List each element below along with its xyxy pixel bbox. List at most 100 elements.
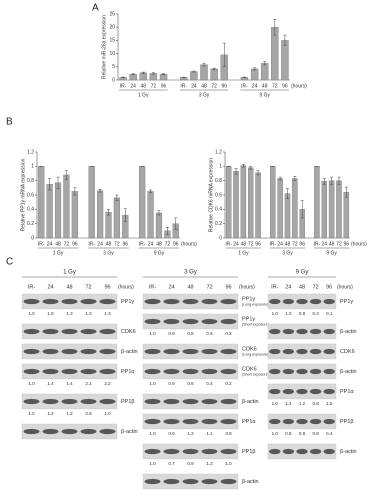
y-tick-label: 1.2 xyxy=(215,149,222,155)
x-tick-label: 96 xyxy=(299,241,305,247)
y-tick-label: 1 xyxy=(31,164,34,170)
band xyxy=(220,318,237,325)
error-bar xyxy=(202,63,206,67)
x-tick-label: 72 xyxy=(211,83,217,89)
error-bar xyxy=(222,42,226,68)
blot-label: β-actin xyxy=(340,449,357,455)
band xyxy=(42,428,59,435)
quant-value: 1.0 xyxy=(225,461,232,466)
band xyxy=(220,298,237,305)
x-tick-label: IR- xyxy=(225,241,232,247)
y-tick-label: 0.6 xyxy=(27,192,34,198)
x-tick-label: 24 xyxy=(47,241,53,247)
band xyxy=(323,328,335,335)
band xyxy=(296,348,308,355)
x-tick-label: IR- xyxy=(269,241,276,247)
error-bar xyxy=(234,168,238,175)
quant-value: 1.0 xyxy=(149,331,156,336)
x-tick-label: 72 xyxy=(114,241,120,247)
quant-value: 2.1 xyxy=(85,381,92,386)
band xyxy=(80,328,97,335)
band xyxy=(163,368,180,375)
lane-unit: (hours) xyxy=(337,284,353,290)
error-bar xyxy=(322,178,326,185)
band xyxy=(23,428,40,435)
quant-value: 1.2 xyxy=(47,411,54,416)
lane-label: 72 xyxy=(313,284,319,290)
error-bar xyxy=(249,166,253,170)
quant-value: 1.0 xyxy=(28,411,35,416)
y-tick-label: 0 xyxy=(219,235,222,241)
x-unit-label: (hours) xyxy=(291,83,307,89)
quant-value: 0.8 xyxy=(312,401,319,406)
error-bar xyxy=(182,76,186,78)
band xyxy=(182,318,199,325)
band xyxy=(323,348,335,355)
y-tick-label: 0.2 xyxy=(27,221,34,227)
y-tick-label: 0.8 xyxy=(27,178,34,184)
band xyxy=(80,368,97,375)
bar xyxy=(336,180,342,239)
y-tick-label: 10 xyxy=(109,51,115,57)
band xyxy=(182,478,199,485)
error-bar xyxy=(263,61,267,66)
band xyxy=(269,328,281,335)
band xyxy=(23,298,40,305)
x-tick-label: 96 xyxy=(255,241,261,247)
blot-note: (Long exposure) xyxy=(242,302,268,306)
quant-value: 3.8 xyxy=(225,431,232,436)
band xyxy=(61,298,78,305)
band xyxy=(296,298,308,305)
bar xyxy=(225,166,232,239)
lane-label: IR- xyxy=(271,284,279,290)
band xyxy=(220,368,237,375)
band xyxy=(80,348,97,355)
x-tick-label: 24 xyxy=(191,83,197,89)
quant-value: 1.4 xyxy=(47,381,54,386)
y-tick-label: 1 xyxy=(219,164,222,170)
error-bar xyxy=(174,217,178,230)
bar xyxy=(261,63,269,81)
quant-value: 1.0 xyxy=(272,401,279,406)
band xyxy=(144,478,161,485)
band xyxy=(282,418,295,425)
error-bar xyxy=(278,176,282,181)
band xyxy=(220,418,237,425)
band xyxy=(309,418,322,425)
x-tick-label: 72 xyxy=(151,83,157,89)
band xyxy=(42,368,59,375)
blot-label: β-actin xyxy=(121,349,138,355)
error-bar xyxy=(344,186,348,198)
quant-value: 0.9 xyxy=(187,461,194,466)
lane-label: 72 xyxy=(206,284,212,290)
x-tick-label: 72 xyxy=(292,241,298,247)
x-tick-label: 24 xyxy=(130,83,136,89)
blot-note: (Long exposure) xyxy=(242,352,268,356)
error-bar xyxy=(300,200,304,219)
quant-value: 1.3 xyxy=(187,431,194,436)
error-bar xyxy=(73,187,77,196)
band xyxy=(182,418,199,425)
bar xyxy=(88,166,95,239)
bar xyxy=(139,72,147,81)
error-bar xyxy=(56,176,60,189)
x-tick-label: 24 xyxy=(97,241,103,247)
y-tick-label: 0.6 xyxy=(215,192,222,198)
x-tick-label: 24 xyxy=(148,241,154,247)
band xyxy=(99,348,116,355)
blot-label: CDK6 xyxy=(340,349,355,355)
x-tick-label: 48 xyxy=(106,241,112,247)
error-bar xyxy=(242,76,246,78)
band xyxy=(201,368,218,375)
band xyxy=(201,418,218,425)
lane-label: 96 xyxy=(104,284,110,290)
quant-value: 1.0 xyxy=(272,431,279,436)
error-bar xyxy=(107,209,110,216)
group-label: 1 Gy xyxy=(138,92,149,98)
quant-value: 0.5 xyxy=(206,331,213,336)
error-bar xyxy=(123,208,127,222)
quant-value: 0.8 xyxy=(187,381,194,386)
x-tick-label: IR- xyxy=(241,83,248,89)
band xyxy=(144,398,161,405)
quant-value: 0.2 xyxy=(225,381,232,386)
